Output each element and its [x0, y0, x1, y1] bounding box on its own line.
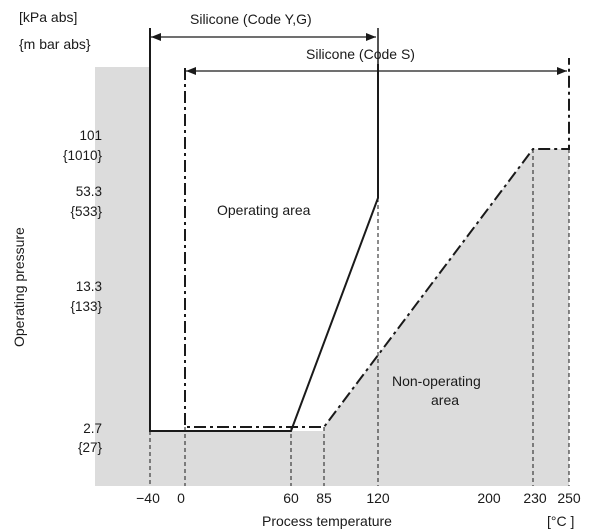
non-operating-label-line2: area — [431, 392, 459, 408]
y-tick-mbar-133: {133} — [70, 299, 102, 314]
x-tick-0: 0 — [177, 490, 185, 506]
unit-kpa: [kPa abs] — [19, 9, 77, 25]
y-tick-group: 101 {1010} 53.3 {533} 13.3 {133} 2.7 {27… — [63, 128, 103, 455]
y-tick-mbar-1010: {1010} — [63, 148, 103, 163]
code-yg-boundary — [149, 28, 379, 432]
x-tick-60: 60 — [283, 490, 299, 506]
non-operating-label-line1: Non-operating — [392, 373, 481, 389]
x-tick-200: 200 — [477, 490, 501, 506]
operating-area-label: Operating area — [217, 202, 311, 218]
y-tick-kpa-101: 101 — [79, 128, 102, 143]
y-tick-kpa-13: 13.3 — [76, 279, 102, 294]
non-operating-region-bottom — [95, 431, 569, 486]
y-tick-kpa-2-7: 2.7 — [83, 421, 102, 436]
code-s-label: Silicone (Code S) — [306, 46, 415, 62]
y-tick-kpa-53: 53.3 — [76, 184, 102, 199]
unit-celsius: [°C ] — [547, 513, 574, 529]
y-tick-mbar-533: {533} — [70, 204, 102, 219]
y-axis-label: Operating pressure — [11, 227, 27, 347]
x-tick-250: 250 — [557, 490, 581, 506]
code-s-boundary — [184, 58, 570, 428]
x-guide-lines — [149, 149, 570, 486]
x-tick-120: 120 — [366, 490, 390, 506]
x-tick-minus40: −40 — [136, 490, 160, 506]
unit-mbar: {m bar abs} — [19, 36, 91, 52]
x-axis-label: Process temperature — [262, 513, 392, 529]
x-tick-group: −40 0 60 85 120 200 230 250 — [136, 490, 581, 506]
non-operating-region-right — [324, 149, 569, 431]
code-yg-label: Silicone (Code Y,G) — [190, 11, 312, 27]
x-tick-230: 230 — [523, 490, 547, 506]
non-operating-region-left — [95, 67, 150, 431]
x-tick-85: 85 — [316, 490, 332, 506]
y-tick-mbar-27: {27} — [78, 440, 103, 455]
